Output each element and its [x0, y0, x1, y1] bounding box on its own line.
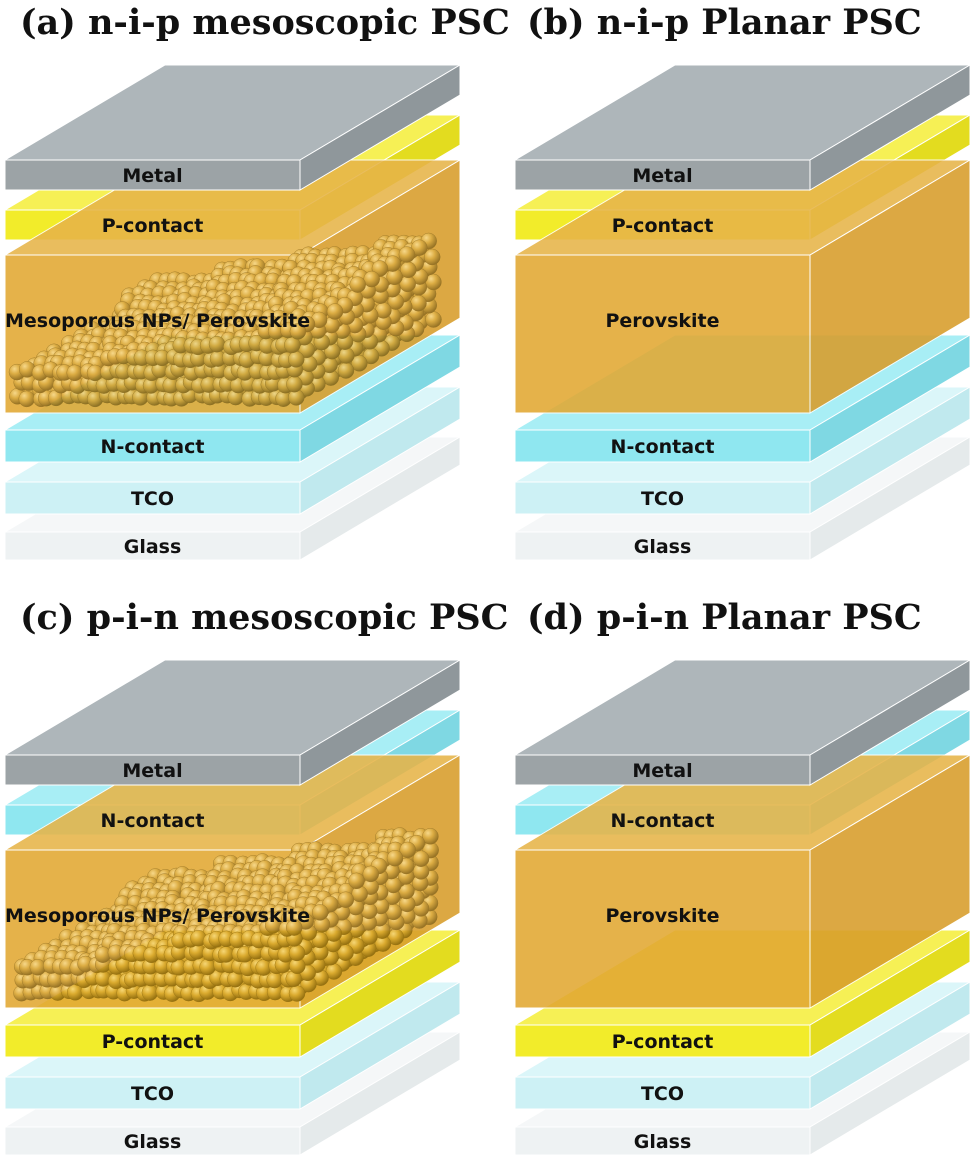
layer-perovskite-front-face [514, 254, 811, 414]
nanoparticle [386, 850, 404, 867]
panel-a-title: (a) n-i-p mesoscopic PSC [20, 2, 510, 43]
nanoparticle [312, 904, 329, 921]
nanoparticle [351, 355, 368, 372]
panel-c-title: (c) p-i-n mesoscopic PSC [20, 597, 509, 638]
nanoparticle [400, 261, 417, 278]
layer-label-tco: TCO [131, 488, 174, 510]
layer-label-perovskite: Mesoporous NPs/ Perovskite [5, 310, 310, 332]
layer-label-perovskite: Perovskite [605, 310, 719, 332]
layer-n-front-face [4, 429, 301, 463]
layer-label-glass: Glass [124, 1131, 182, 1153]
nanoparticle [412, 850, 430, 867]
layer-label-p: P-contact [102, 215, 204, 237]
nanoparticle [288, 985, 306, 1002]
layer-label-p: P-contact [102, 1031, 204, 1053]
mesoporous-nanoparticles [8, 232, 442, 408]
panel-d-title: (d) p-i-n Planar PSC [527, 597, 922, 638]
panel-c: (c) p-i-n mesoscopic PSC Glass TCO P-conta… [3, 597, 509, 1156]
layer-label-metal: Metal [122, 760, 182, 782]
layer-label-tco: TCO [641, 1083, 684, 1105]
nanoparticle [362, 865, 379, 883]
nanoparticle [337, 362, 355, 379]
nanoparticle [286, 376, 303, 393]
nanoparticle [398, 246, 416, 263]
panel-b-title: (b) n-i-p Planar PSC [527, 2, 922, 43]
nanoparticle [141, 984, 159, 1001]
layer-label-tco: TCO [641, 488, 684, 510]
nanoparticle [66, 364, 83, 381]
nanoparticle [424, 248, 441, 266]
layer-label-n: N-contact [101, 810, 205, 832]
layer-label-p: P-contact [612, 1031, 714, 1053]
nanoparticle [199, 958, 216, 976]
layer-label-tco: TCO [131, 1083, 174, 1105]
layer-label-glass: Glass [124, 536, 182, 558]
nanoparticle [208, 336, 226, 353]
layer-label-metal: Metal [632, 760, 692, 782]
nanoparticle [266, 971, 283, 989]
layer-perovskite [3, 159, 462, 414]
nanoparticle [288, 351, 305, 368]
layer-label-glass: Glass [634, 1131, 692, 1153]
nanoparticle [425, 311, 442, 328]
panel-a: (a) n-i-p mesoscopic PSC Glass TCO N-conta… [3, 2, 510, 561]
layer-label-metal: Metal [632, 165, 692, 187]
layer-tco-front-face [4, 481, 301, 515]
nanoparticle [349, 276, 366, 293]
layer-label-metal: Metal [122, 165, 182, 187]
nanoparticle [326, 303, 344, 320]
layer-label-n: N-contact [611, 436, 715, 458]
layer-label-perovskite: Perovskite [605, 905, 719, 927]
nanoparticle [288, 944, 306, 962]
layer-perovskite-front-face [514, 849, 811, 1009]
panel-b: (b) n-i-p Planar PSC Glass TCO N-contact P-… [513, 2, 972, 561]
layer-label-perovskite: Mesoporous NPs/ Perovskite [5, 905, 310, 927]
nanoparticle [348, 872, 365, 889]
layer-label-n: N-contact [101, 436, 205, 458]
layer-label-p: P-contact [612, 215, 714, 237]
nanoparticle [337, 891, 354, 908]
layer-label-n: N-contact [611, 810, 715, 832]
nanoparticle [217, 946, 235, 963]
nanoparticle [410, 295, 427, 312]
layer-label-glass: Glass [634, 536, 692, 558]
panel-d: (d) p-i-n Planar PSC Glass TCO P-contact N-… [513, 597, 972, 1156]
nanoparticle [363, 270, 380, 288]
layer-glass-front-face [4, 531, 301, 561]
nanoparticle [18, 390, 35, 408]
